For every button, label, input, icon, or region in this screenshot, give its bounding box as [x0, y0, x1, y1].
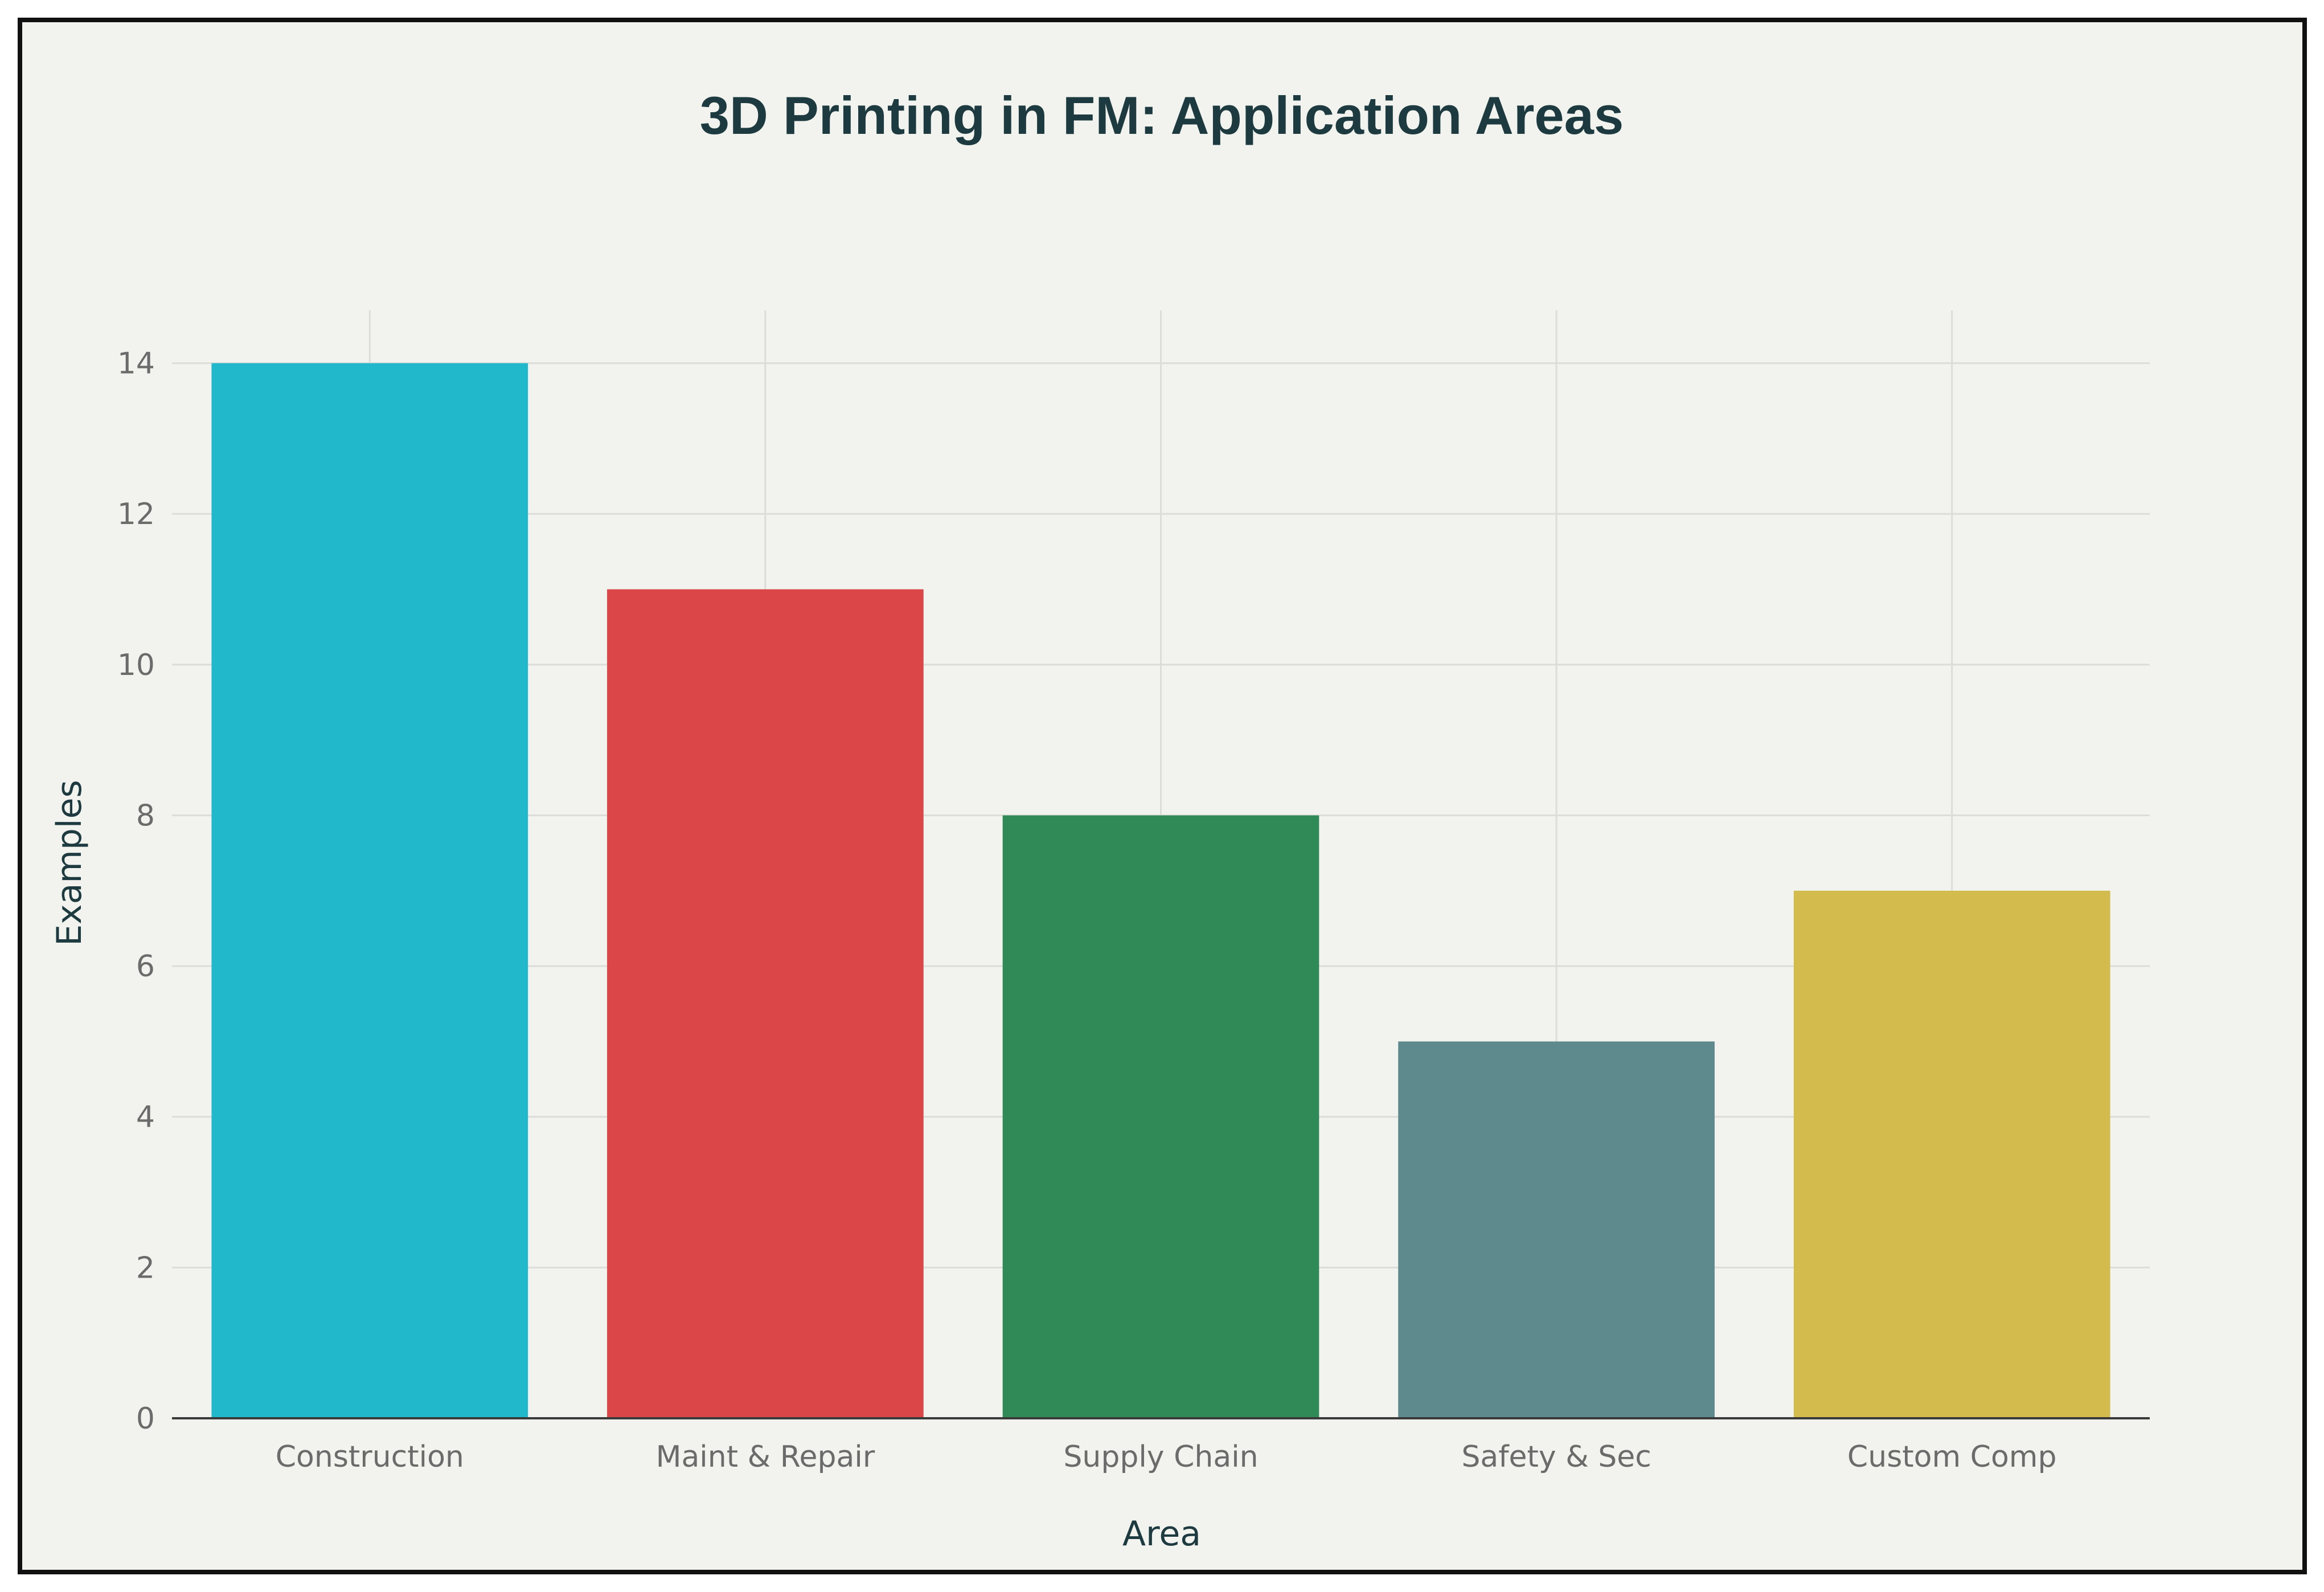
bars	[211, 363, 2110, 1418]
y-tick-label: 10	[117, 648, 155, 682]
x-tick-label: Safety & Sec	[1461, 1440, 1651, 1474]
bar-construction	[211, 363, 528, 1418]
y-tick-label: 14	[117, 347, 155, 381]
x-tick-label: Custom Comp	[1847, 1440, 2057, 1474]
y-axis-ticks: 0 2 4 6 8 10 12 14	[117, 347, 155, 1436]
bar-maint-repair	[607, 589, 924, 1418]
bar-supply-chain	[1002, 815, 1319, 1418]
y-tick-label: 12	[117, 497, 155, 531]
x-axis-label: Area	[1122, 1514, 1201, 1554]
chart-title: 3D Printing in FM: Application Areas	[700, 85, 1624, 145]
y-tick-label: 8	[136, 799, 155, 833]
y-tick-label: 2	[136, 1251, 155, 1285]
bar-safety-sec	[1398, 1041, 1715, 1418]
bar-custom-comp	[1793, 890, 2110, 1418]
y-tick-label: 4	[136, 1100, 155, 1135]
y-tick-label: 6	[136, 950, 155, 984]
y-axis-label: Examples	[50, 780, 89, 946]
y-tick-label: 0	[136, 1402, 155, 1436]
x-tick-label: Construction	[276, 1440, 464, 1474]
x-tick-label: Maint & Repair	[656, 1440, 875, 1474]
x-tick-label: Supply Chain	[1063, 1440, 1258, 1474]
x-axis-ticks: Construction Maint & Repair Supply Chain Sa…	[276, 1440, 2057, 1474]
